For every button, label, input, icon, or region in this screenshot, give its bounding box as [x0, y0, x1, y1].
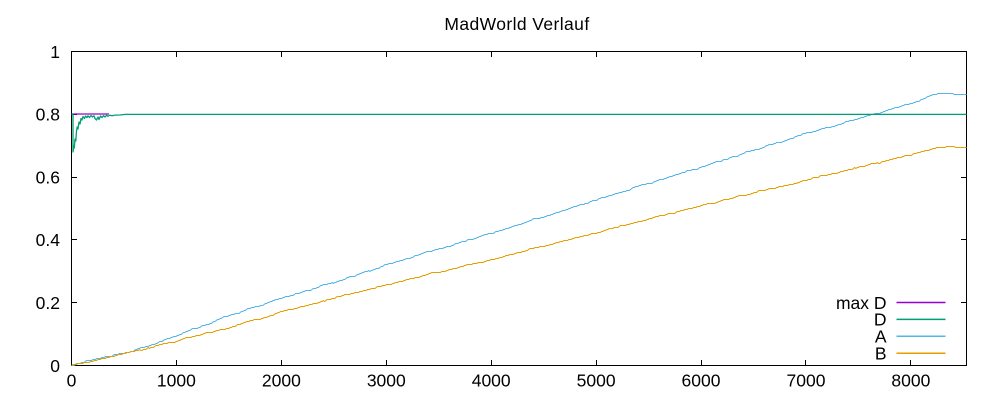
svg-text:0: 0	[67, 371, 77, 391]
svg-text:MadWorld Verlauf: MadWorld Verlauf	[444, 14, 589, 34]
svg-text:0: 0	[50, 356, 60, 376]
svg-text:8000: 8000	[891, 371, 930, 391]
svg-text:0.2: 0.2	[36, 293, 60, 313]
svg-text:D: D	[874, 310, 887, 330]
svg-text:1: 1	[50, 42, 60, 62]
svg-text:6000: 6000	[682, 371, 721, 391]
svg-text:A: A	[875, 327, 887, 347]
svg-text:0.8: 0.8	[36, 105, 60, 125]
svg-text:4000: 4000	[472, 371, 511, 391]
svg-text:2000: 2000	[262, 371, 301, 391]
svg-text:0.6: 0.6	[36, 167, 60, 187]
svg-text:3000: 3000	[367, 371, 406, 391]
svg-text:5000: 5000	[577, 371, 616, 391]
svg-text:1000: 1000	[157, 371, 196, 391]
svg-text:0.4: 0.4	[36, 230, 61, 250]
svg-text:B: B	[875, 344, 887, 364]
svg-text:7000: 7000	[787, 371, 826, 391]
svg-text:max D: max D	[836, 293, 887, 313]
